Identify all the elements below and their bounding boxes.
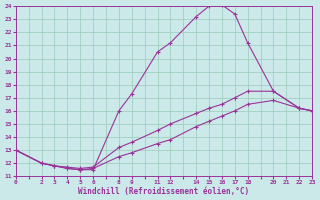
X-axis label: Windchill (Refroidissement éolien,°C): Windchill (Refroidissement éolien,°C): [78, 187, 250, 196]
